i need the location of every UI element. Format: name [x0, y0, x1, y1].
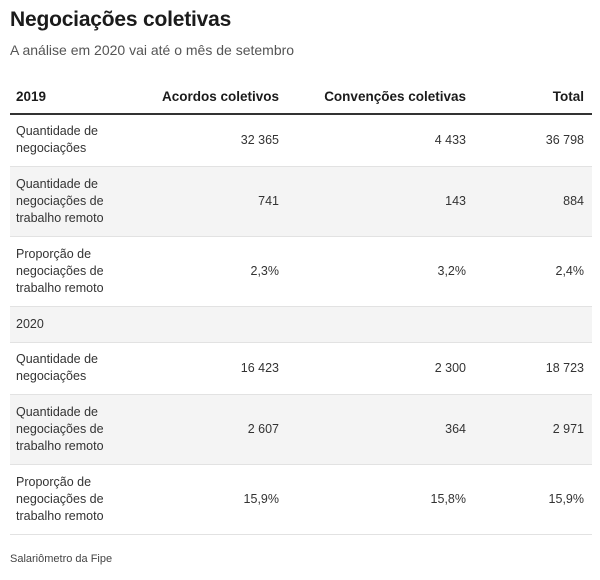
cell-convencoes: 15,8%	[285, 464, 472, 535]
cell-total: 18 723	[472, 342, 592, 395]
table-row: Quantidade de negociações de trabalho re…	[10, 166, 592, 237]
cell-acordos	[130, 306, 285, 343]
negotiations-table: 2019 Acordos coletivos Convenções coleti…	[10, 80, 592, 535]
cell-total: 2,4%	[472, 236, 592, 307]
chart-title: Negociações coletivas	[10, 8, 232, 31]
row-label: Proporção de negociações de trabalho rem…	[10, 464, 130, 535]
table-header-row: 2019 Acordos coletivos Convenções coleti…	[10, 80, 592, 115]
column-header-acordos: Acordos coletivos	[130, 80, 285, 115]
table-row: Quantidade de negociações de trabalho re…	[10, 394, 592, 465]
cell-convencoes: 2 300	[285, 342, 472, 395]
cell-total: 2 971	[472, 394, 592, 465]
table-row: Proporção de negociações de trabalho rem…	[10, 464, 592, 535]
column-header-year-2019: 2019	[10, 80, 130, 115]
table-row: Quantidade de negociações 32 365 4 433 3…	[10, 114, 592, 167]
column-header-convencoes: Convenções coletivas	[285, 80, 472, 115]
section-label-2020: 2020	[10, 306, 130, 343]
cell-acordos: 32 365	[130, 114, 285, 167]
cell-convencoes: 143	[285, 166, 472, 237]
cell-acordos: 15,9%	[130, 464, 285, 535]
row-label: Proporção de negociações de trabalho rem…	[10, 236, 130, 307]
cell-acordos: 16 423	[130, 342, 285, 395]
row-label: Quantidade de negociações	[10, 342, 130, 395]
column-header-total: Total	[472, 80, 592, 115]
cell-convencoes	[285, 306, 472, 343]
cell-convencoes: 4 433	[285, 114, 472, 167]
cell-acordos: 741	[130, 166, 285, 237]
section-row-2020: 2020	[10, 306, 592, 343]
cell-total: 15,9%	[472, 464, 592, 535]
row-label: Quantidade de negociações de trabalho re…	[10, 394, 130, 465]
table-row: Quantidade de negociações 16 423 2 300 1…	[10, 342, 592, 395]
cell-total: 884	[472, 166, 592, 237]
cell-acordos: 2,3%	[130, 236, 285, 307]
source-note: Salariômetro da Fipe	[10, 553, 113, 565]
chart-subtitle: A análise em 2020 vai até o mês de setem…	[10, 42, 295, 58]
cell-total: 36 798	[472, 114, 592, 167]
row-label: Quantidade de negociações de trabalho re…	[10, 166, 130, 237]
cell-total	[472, 306, 592, 343]
table-row: Proporção de negociações de trabalho rem…	[10, 236, 592, 307]
cell-acordos: 2 607	[130, 394, 285, 465]
row-label: Quantidade de negociações	[10, 114, 130, 167]
cell-convencoes: 364	[285, 394, 472, 465]
cell-convencoes: 3,2%	[285, 236, 472, 307]
